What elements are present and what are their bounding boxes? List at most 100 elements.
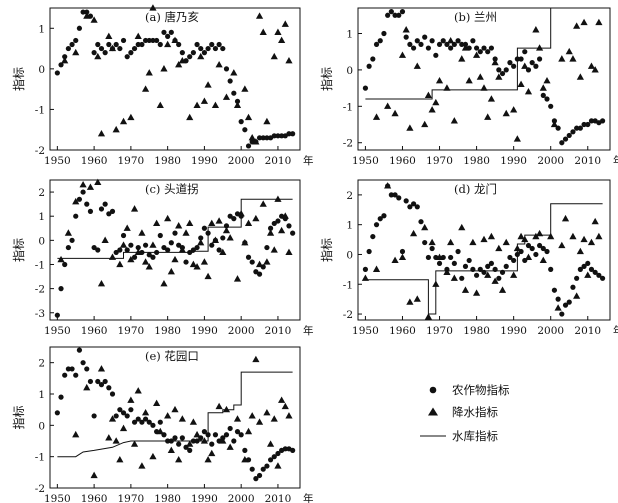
- x-tick-label: 1970: [118, 325, 145, 337]
- y-tick-label: 1: [38, 389, 45, 401]
- crop-point: [234, 429, 241, 435]
- precip-point: [160, 65, 168, 72]
- precip-point: [532, 26, 540, 33]
- precip-point: [153, 399, 161, 406]
- precip-point: [278, 226, 286, 234]
- x-axis-label: 年: [303, 324, 314, 337]
- crop-point: [473, 272, 480, 278]
- precip-point: [97, 365, 106, 372]
- precip-point: [255, 260, 264, 268]
- crop-point: [190, 50, 196, 56]
- crop-point: [588, 118, 595, 124]
- precip-point: [244, 113, 253, 121]
- precip-point: [469, 238, 477, 246]
- precip-point: [108, 415, 117, 422]
- crop-point: [245, 254, 252, 260]
- precip-point: [200, 437, 209, 444]
- crop-point: [286, 131, 292, 137]
- precip-point: [402, 26, 410, 33]
- crop-point: [73, 213, 79, 219]
- precip-point: [119, 241, 128, 248]
- precip-point: [138, 462, 146, 469]
- precip-point: [211, 236, 220, 243]
- precip-point: [274, 28, 282, 35]
- x-tick-label: 1970: [118, 493, 145, 503]
- crop-point: [231, 90, 237, 96]
- plot-frame: [49, 346, 301, 489]
- crop-point: [234, 98, 241, 104]
- crop-point: [227, 78, 233, 84]
- precip-point: [64, 229, 72, 236]
- precip-point: [72, 48, 80, 56]
- precip-point: [230, 69, 238, 76]
- y-tick-label: 0: [38, 64, 45, 76]
- precip-point: [233, 101, 242, 108]
- crop-point: [106, 211, 112, 217]
- crop-point: [62, 54, 68, 60]
- precip-point: [248, 412, 256, 419]
- crop-point: [540, 245, 546, 252]
- precip-point: [149, 241, 157, 248]
- precip-point: [112, 437, 120, 444]
- crop-point: [201, 429, 208, 435]
- precip-point: [164, 412, 172, 419]
- crop-point: [370, 233, 376, 240]
- x-tick-label: 2000: [228, 155, 255, 167]
- precip-point: [569, 232, 577, 240]
- x-tick-label: 1980: [463, 325, 490, 337]
- crop-point: [179, 435, 185, 441]
- precip-point: [208, 219, 216, 227]
- precip-point: [458, 55, 466, 62]
- crop-point: [227, 213, 233, 219]
- precip-point: [495, 244, 503, 252]
- x-tick-label: 1970: [426, 325, 453, 337]
- crop-point: [562, 302, 569, 308]
- crop-point: [396, 12, 402, 18]
- precip-point: [278, 36, 286, 44]
- crop-point: [157, 232, 163, 239]
- crop-point: [399, 9, 406, 15]
- crop-point: [425, 45, 432, 51]
- crop-point: [139, 41, 145, 48]
- crop-point: [102, 50, 108, 56]
- crop-point: [176, 242, 182, 248]
- precip-point: [134, 248, 142, 256]
- crop-point: [518, 56, 524, 62]
- precip-point: [443, 268, 451, 275]
- panel-title: (c) 头道拐: [145, 182, 199, 196]
- precip-point: [255, 12, 264, 19]
- precip-point: [565, 47, 573, 55]
- crop-point: [194, 244, 200, 251]
- crop-point: [98, 382, 105, 388]
- crop-point: [373, 41, 380, 48]
- precip-point: [130, 440, 139, 447]
- chart-panel-1: 1950 1960 1970 1980 1990 2000 2010 年 1 0 -1 -2 指标 (b)…: [319, 7, 618, 167]
- crop-point: [124, 413, 130, 419]
- precip-point: [524, 253, 533, 261]
- y-tick-label: -1: [343, 101, 353, 113]
- precip-point: [101, 236, 109, 243]
- crop-point: [120, 232, 127, 239]
- precip-point: [193, 101, 201, 108]
- precip-point: [57, 255, 65, 263]
- crop-point: [84, 201, 90, 207]
- crop-point: [194, 41, 200, 48]
- precip-point: [372, 113, 381, 120]
- precip-point: [424, 313, 433, 320]
- precip-point: [406, 124, 414, 131]
- precip-point: [263, 258, 271, 265]
- crop-point: [95, 378, 101, 385]
- crop-point: [242, 127, 248, 133]
- crop-point: [238, 432, 244, 438]
- crop-point: [459, 41, 465, 48]
- crop-point: [91, 413, 97, 419]
- precip-point: [472, 51, 481, 58]
- crop-point: [231, 216, 237, 222]
- crop-point: [466, 257, 472, 264]
- precip-point: [189, 260, 197, 268]
- crop-point: [117, 247, 123, 253]
- crop-point: [585, 121, 591, 128]
- x-tick-label: 1990: [191, 493, 218, 503]
- crop-point: [223, 66, 230, 72]
- crop-point: [187, 447, 193, 453]
